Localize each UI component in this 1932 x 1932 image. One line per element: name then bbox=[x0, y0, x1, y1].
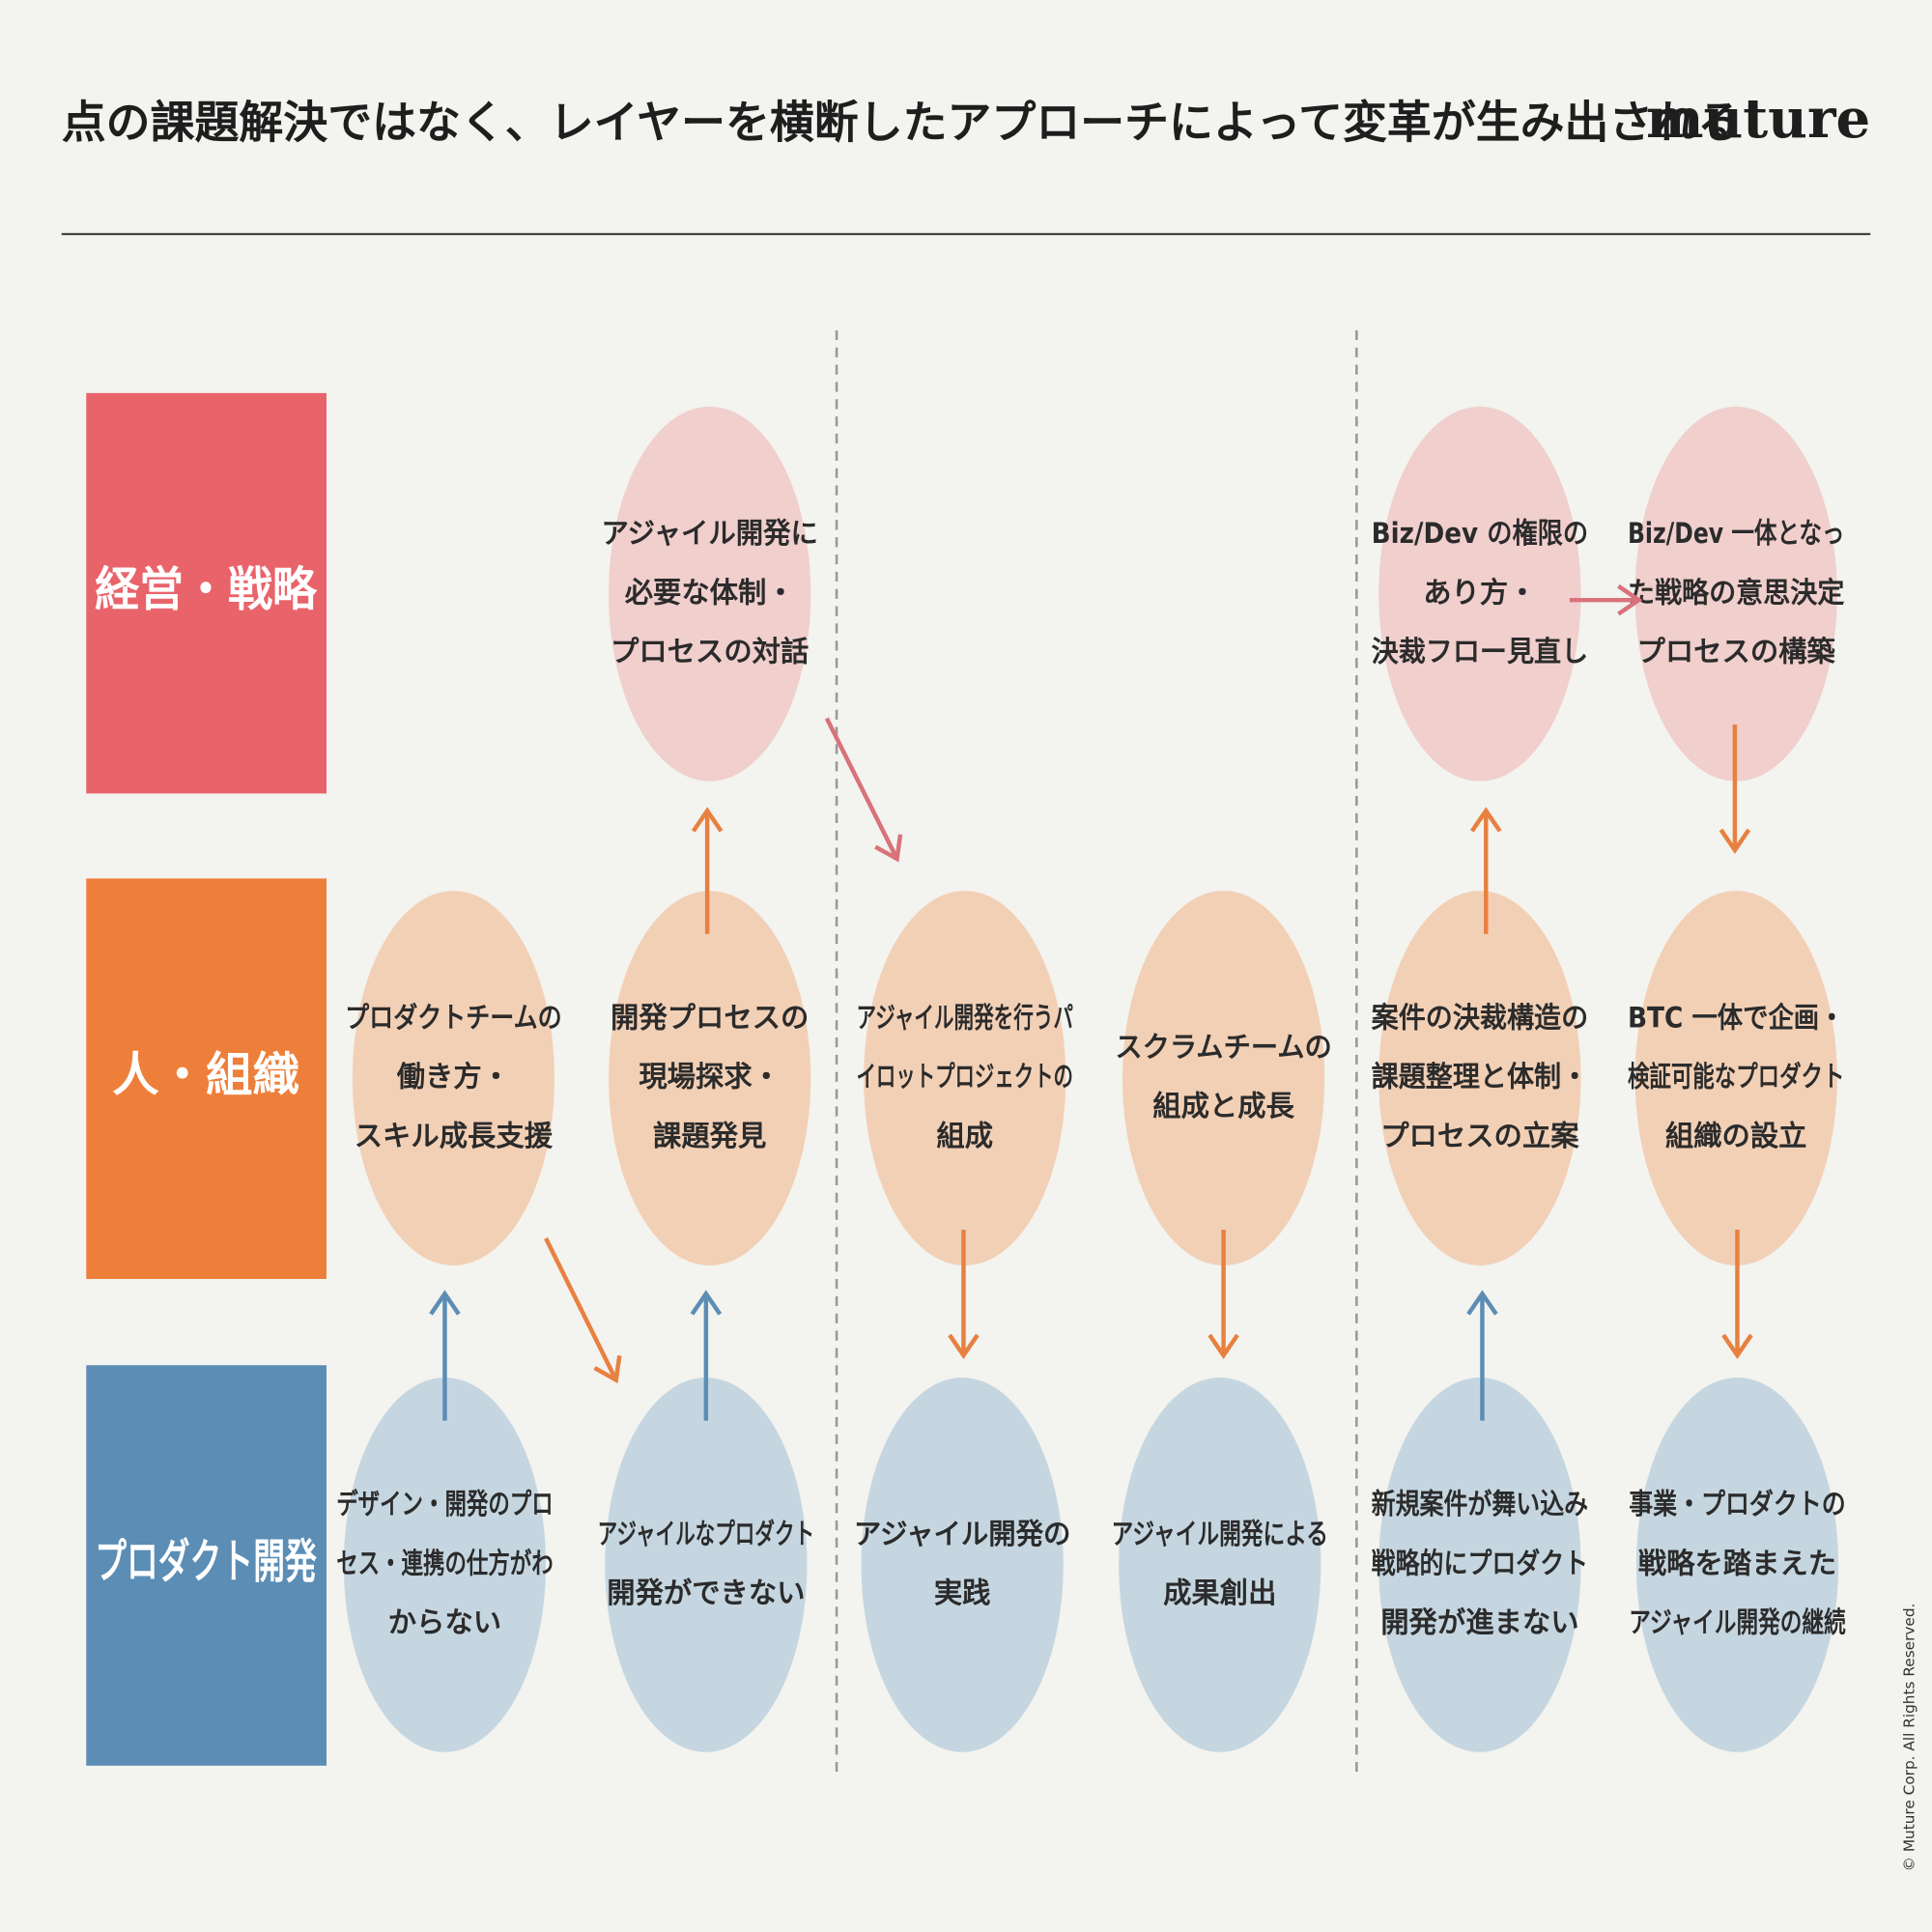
node-text: 組成 bbox=[936, 1120, 993, 1152]
node bbox=[609, 406, 811, 781]
node-text: アジャイル開発に bbox=[601, 517, 817, 550]
row-label-box bbox=[86, 1365, 327, 1766]
node-text: からない bbox=[388, 1606, 501, 1639]
node bbox=[861, 1378, 1064, 1752]
node bbox=[1634, 406, 1837, 781]
arrow-head bbox=[1617, 583, 1643, 616]
row-label: 経営・戦略 bbox=[95, 563, 318, 617]
arrow-head bbox=[1719, 828, 1751, 855]
arrow-head bbox=[690, 1290, 723, 1316]
node-text: 組織の設立 bbox=[1665, 1120, 1807, 1152]
arrow-head bbox=[593, 1354, 622, 1384]
node-text: 組成と成長 bbox=[1152, 1090, 1294, 1122]
title: 点の課題解決ではなく、レイヤーを横断したアプローチによって変革が生み出される bbox=[62, 97, 1742, 149]
node bbox=[1635, 1378, 1839, 1752]
node-text: アジャイル開発を行うパ bbox=[856, 1001, 1072, 1034]
row-label-box bbox=[86, 392, 327, 794]
node bbox=[1378, 891, 1581, 1265]
node bbox=[343, 1378, 547, 1752]
node-text: イロットプロジェクトの bbox=[856, 1061, 1072, 1094]
node-text: Biz/Dev 一体となっ bbox=[1628, 517, 1844, 550]
node-text: デザイン・開発のプロ bbox=[336, 1488, 553, 1520]
node-text: 開発プロセスの bbox=[611, 1001, 809, 1034]
arrow-head bbox=[1208, 1333, 1239, 1360]
node-text: プロセスの立案 bbox=[1380, 1120, 1579, 1152]
node-text: あり方・ bbox=[1423, 576, 1536, 609]
node-text: スキル成長支援 bbox=[355, 1120, 554, 1152]
arrow-head bbox=[691, 807, 724, 833]
arrow-head bbox=[1721, 1333, 1753, 1360]
node-text: アジャイル開発による bbox=[1112, 1518, 1328, 1550]
node-text: 課題発見 bbox=[653, 1120, 766, 1152]
node-text: 事業・プロダクトの bbox=[1629, 1488, 1845, 1520]
row-label: プロダクト開発 bbox=[95, 1535, 317, 1589]
node-text: プロダクトチームの bbox=[345, 1001, 561, 1034]
node-text: 開発ができない bbox=[607, 1577, 805, 1609]
node-text: 検証可能なプロダクト bbox=[1628, 1061, 1844, 1094]
copyright: © Muture Corp. All Rights Reserved. bbox=[1901, 1604, 1918, 1872]
arrow-head bbox=[429, 1290, 461, 1316]
arrow-head bbox=[1470, 807, 1502, 833]
node-text: 決裁フロー見直し bbox=[1372, 636, 1588, 668]
node-text: 働き方・ bbox=[396, 1061, 510, 1094]
row-label-box bbox=[86, 878, 327, 1279]
node-text: スクラムチームの bbox=[1115, 1031, 1331, 1064]
node-text: プロセスの対話 bbox=[611, 636, 809, 668]
node-text: 成果創出 bbox=[1163, 1577, 1276, 1609]
node-text: 新規案件が舞い込み bbox=[1372, 1488, 1588, 1520]
node-text: 案件の決裁構造の bbox=[1372, 1001, 1588, 1034]
node-text: アジャイル開発の継続 bbox=[1629, 1606, 1846, 1639]
node bbox=[609, 891, 811, 1265]
node bbox=[1378, 1378, 1581, 1752]
arrow-head bbox=[948, 1333, 980, 1360]
node-text: 現場探求・ bbox=[639, 1061, 781, 1094]
node-text: プロセスの構築 bbox=[1637, 636, 1836, 668]
row-label: 人・組織 bbox=[112, 1048, 299, 1102]
logo: muture bbox=[1646, 87, 1870, 151]
node bbox=[1634, 891, 1837, 1265]
node bbox=[1119, 1378, 1321, 1752]
node bbox=[864, 891, 1066, 1265]
node-text: 戦略的にプロダクト bbox=[1372, 1547, 1588, 1579]
node bbox=[1122, 891, 1325, 1265]
node-text: 課題整理と体制・ bbox=[1372, 1061, 1588, 1094]
arrow bbox=[824, 717, 899, 861]
node bbox=[605, 1378, 808, 1752]
node bbox=[1378, 406, 1581, 781]
arrow-head bbox=[874, 834, 903, 863]
node-text: アジャイルなプロダクト bbox=[598, 1518, 814, 1550]
node-text: 戦略を踏まえた bbox=[1638, 1547, 1836, 1579]
node bbox=[352, 891, 554, 1265]
node-text: 必要な体制・ bbox=[625, 576, 795, 609]
node-text: 開発が進まない bbox=[1380, 1606, 1578, 1639]
node-text: アジャイル開発の bbox=[854, 1518, 1070, 1550]
node-text: セス・連携の仕方がわ bbox=[336, 1547, 553, 1579]
node-text: 実践 bbox=[934, 1577, 991, 1609]
node-text: BTC 一体で企画・ bbox=[1628, 1001, 1844, 1034]
arrow-head bbox=[1466, 1290, 1498, 1316]
node-text: Biz/Dev の権限の bbox=[1372, 517, 1588, 550]
node-text: た戦略の意思決定 bbox=[1628, 576, 1845, 609]
arrow bbox=[544, 1236, 618, 1381]
